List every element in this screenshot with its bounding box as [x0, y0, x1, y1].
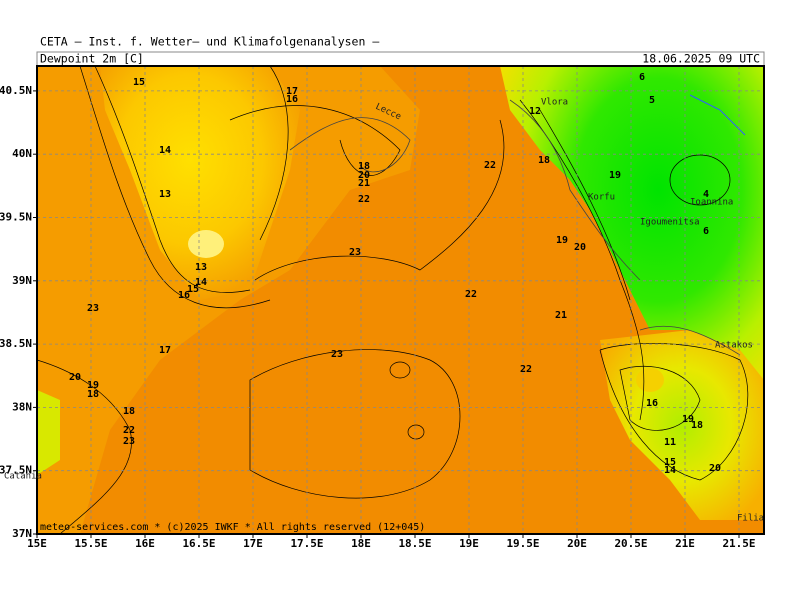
lon-tick-label: 18E — [351, 537, 371, 550]
lat-tick-label: 37N — [12, 527, 32, 540]
contour-label: 11 — [664, 437, 676, 448]
map-frame — [36, 65, 765, 535]
contour-label: 19 — [556, 235, 568, 246]
contour-label: 22 — [484, 160, 496, 171]
contour-label: 14 — [664, 465, 676, 476]
lat-tick-label: 39.5N — [0, 211, 32, 224]
contour-label: 19 — [682, 414, 694, 425]
contour-label: 20 — [574, 242, 586, 253]
contour-label: 23 — [349, 247, 361, 258]
place-label: Astakos — [715, 341, 753, 351]
contour-label: 16 — [646, 398, 658, 409]
contour-label: 15 — [133, 77, 145, 88]
lat-tick-label: 40N — [12, 147, 32, 160]
contour-label: 19 — [609, 170, 621, 181]
contour-label: 21 — [358, 178, 370, 189]
contour-label: 18 — [123, 406, 135, 417]
contour-label: 16 — [286, 94, 298, 105]
contours — [37, 66, 749, 534]
contour-label: 6 — [639, 72, 645, 83]
contour-label: 13 — [159, 189, 171, 200]
contour-label: 18 — [358, 161, 370, 172]
contour-label: 15 — [187, 284, 199, 295]
contour-label: 18 — [87, 389, 99, 400]
lon-tick-label: 16.5E — [182, 537, 215, 550]
contour-label: 20 — [358, 170, 370, 181]
contour-label: 22 — [358, 194, 370, 205]
footer: meteo-services.com * (c)2025 IWKF * All … — [40, 522, 425, 533]
place-label: Ioannina — [690, 198, 733, 208]
contour-label: 23 — [87, 303, 99, 314]
lon-tick-label: 20.5E — [614, 537, 647, 550]
lat-tick-label: 39N — [12, 274, 32, 287]
field-calabria — [100, 66, 300, 300]
lon-tick-label: 19E — [459, 537, 479, 550]
contour-label: 23 — [123, 436, 135, 447]
lon-tick-label: 16E — [135, 537, 155, 550]
contour-label: 4 — [703, 189, 709, 200]
contour-label: 18 — [691, 420, 703, 431]
lon-tick-label: 18.5E — [398, 537, 431, 550]
contour-label: 23 — [331, 349, 343, 360]
contour-label: 13 — [195, 262, 207, 273]
contour-label: 20 — [69, 372, 81, 383]
contour-label: 5 — [649, 95, 655, 106]
contour-label: 21 — [555, 310, 567, 321]
lake — [689, 94, 746, 136]
contour-label: 12 — [529, 106, 541, 117]
parameter: Dewpoint_2m_[C] — [40, 52, 144, 66]
contour-label: 22 — [465, 289, 477, 300]
coastlines — [289, 99, 741, 356]
contour-label: 17 — [286, 86, 298, 97]
contour-label: 22 — [123, 425, 135, 436]
lat-tick-label: 38N — [12, 400, 32, 413]
header-title: CETA — Inst. f. Wetter— und Klimafolgena… — [40, 35, 379, 49]
lat-tick-label: 37.5N — [0, 464, 32, 477]
contour-label: 16 — [178, 290, 190, 301]
place-label: Vlora — [541, 98, 568, 108]
contour-label: 15 — [664, 457, 676, 468]
contour-label: 17 — [159, 345, 171, 356]
lon-tick-label: 17E — [243, 537, 263, 550]
field-spot — [636, 368, 664, 392]
lon-tick-label: 15E — [27, 537, 47, 550]
field-sicily — [37, 390, 60, 475]
field-coast — [37, 66, 420, 534]
place-label: Igoumenitsa — [640, 218, 700, 228]
lon-tick-label: 17.5E — [290, 537, 323, 550]
lon-tick-label: 20E — [567, 537, 587, 550]
contour-label: 18 — [538, 155, 550, 166]
lon-tick-label: 21E — [675, 537, 695, 550]
contour-label: 20 — [709, 463, 721, 474]
field-spot — [188, 230, 224, 258]
lat-tick-label: 38.5N — [0, 337, 32, 350]
contour-label: 6 — [703, 226, 709, 237]
lon-tick-label: 21.5E — [722, 537, 755, 550]
valid-time: 18.06.2025 09 UTC — [642, 52, 760, 66]
place-label: Korfu — [588, 193, 615, 203]
place-label: Catania — [4, 472, 42, 482]
ticks: 15E 15.5E 16E 16.5E 17E 17.5E 18E 18.5E 19E 19.5E… — [0, 84, 756, 550]
field: 1517161413182021221314151623221218194656… — [37, 66, 780, 534]
contour-label: 14 — [159, 145, 171, 156]
lat-tick-label: 40.5N — [0, 84, 32, 97]
grid — [37, 66, 764, 534]
lon-tick-label: 15.5E — [74, 537, 107, 550]
contour-label: 14 — [195, 277, 207, 288]
contour-label: 22 — [520, 364, 532, 375]
lon-tick-label: 19.5E — [506, 537, 539, 550]
contour-label: 19 — [87, 380, 99, 391]
place-label: Filiatra — [737, 514, 780, 524]
